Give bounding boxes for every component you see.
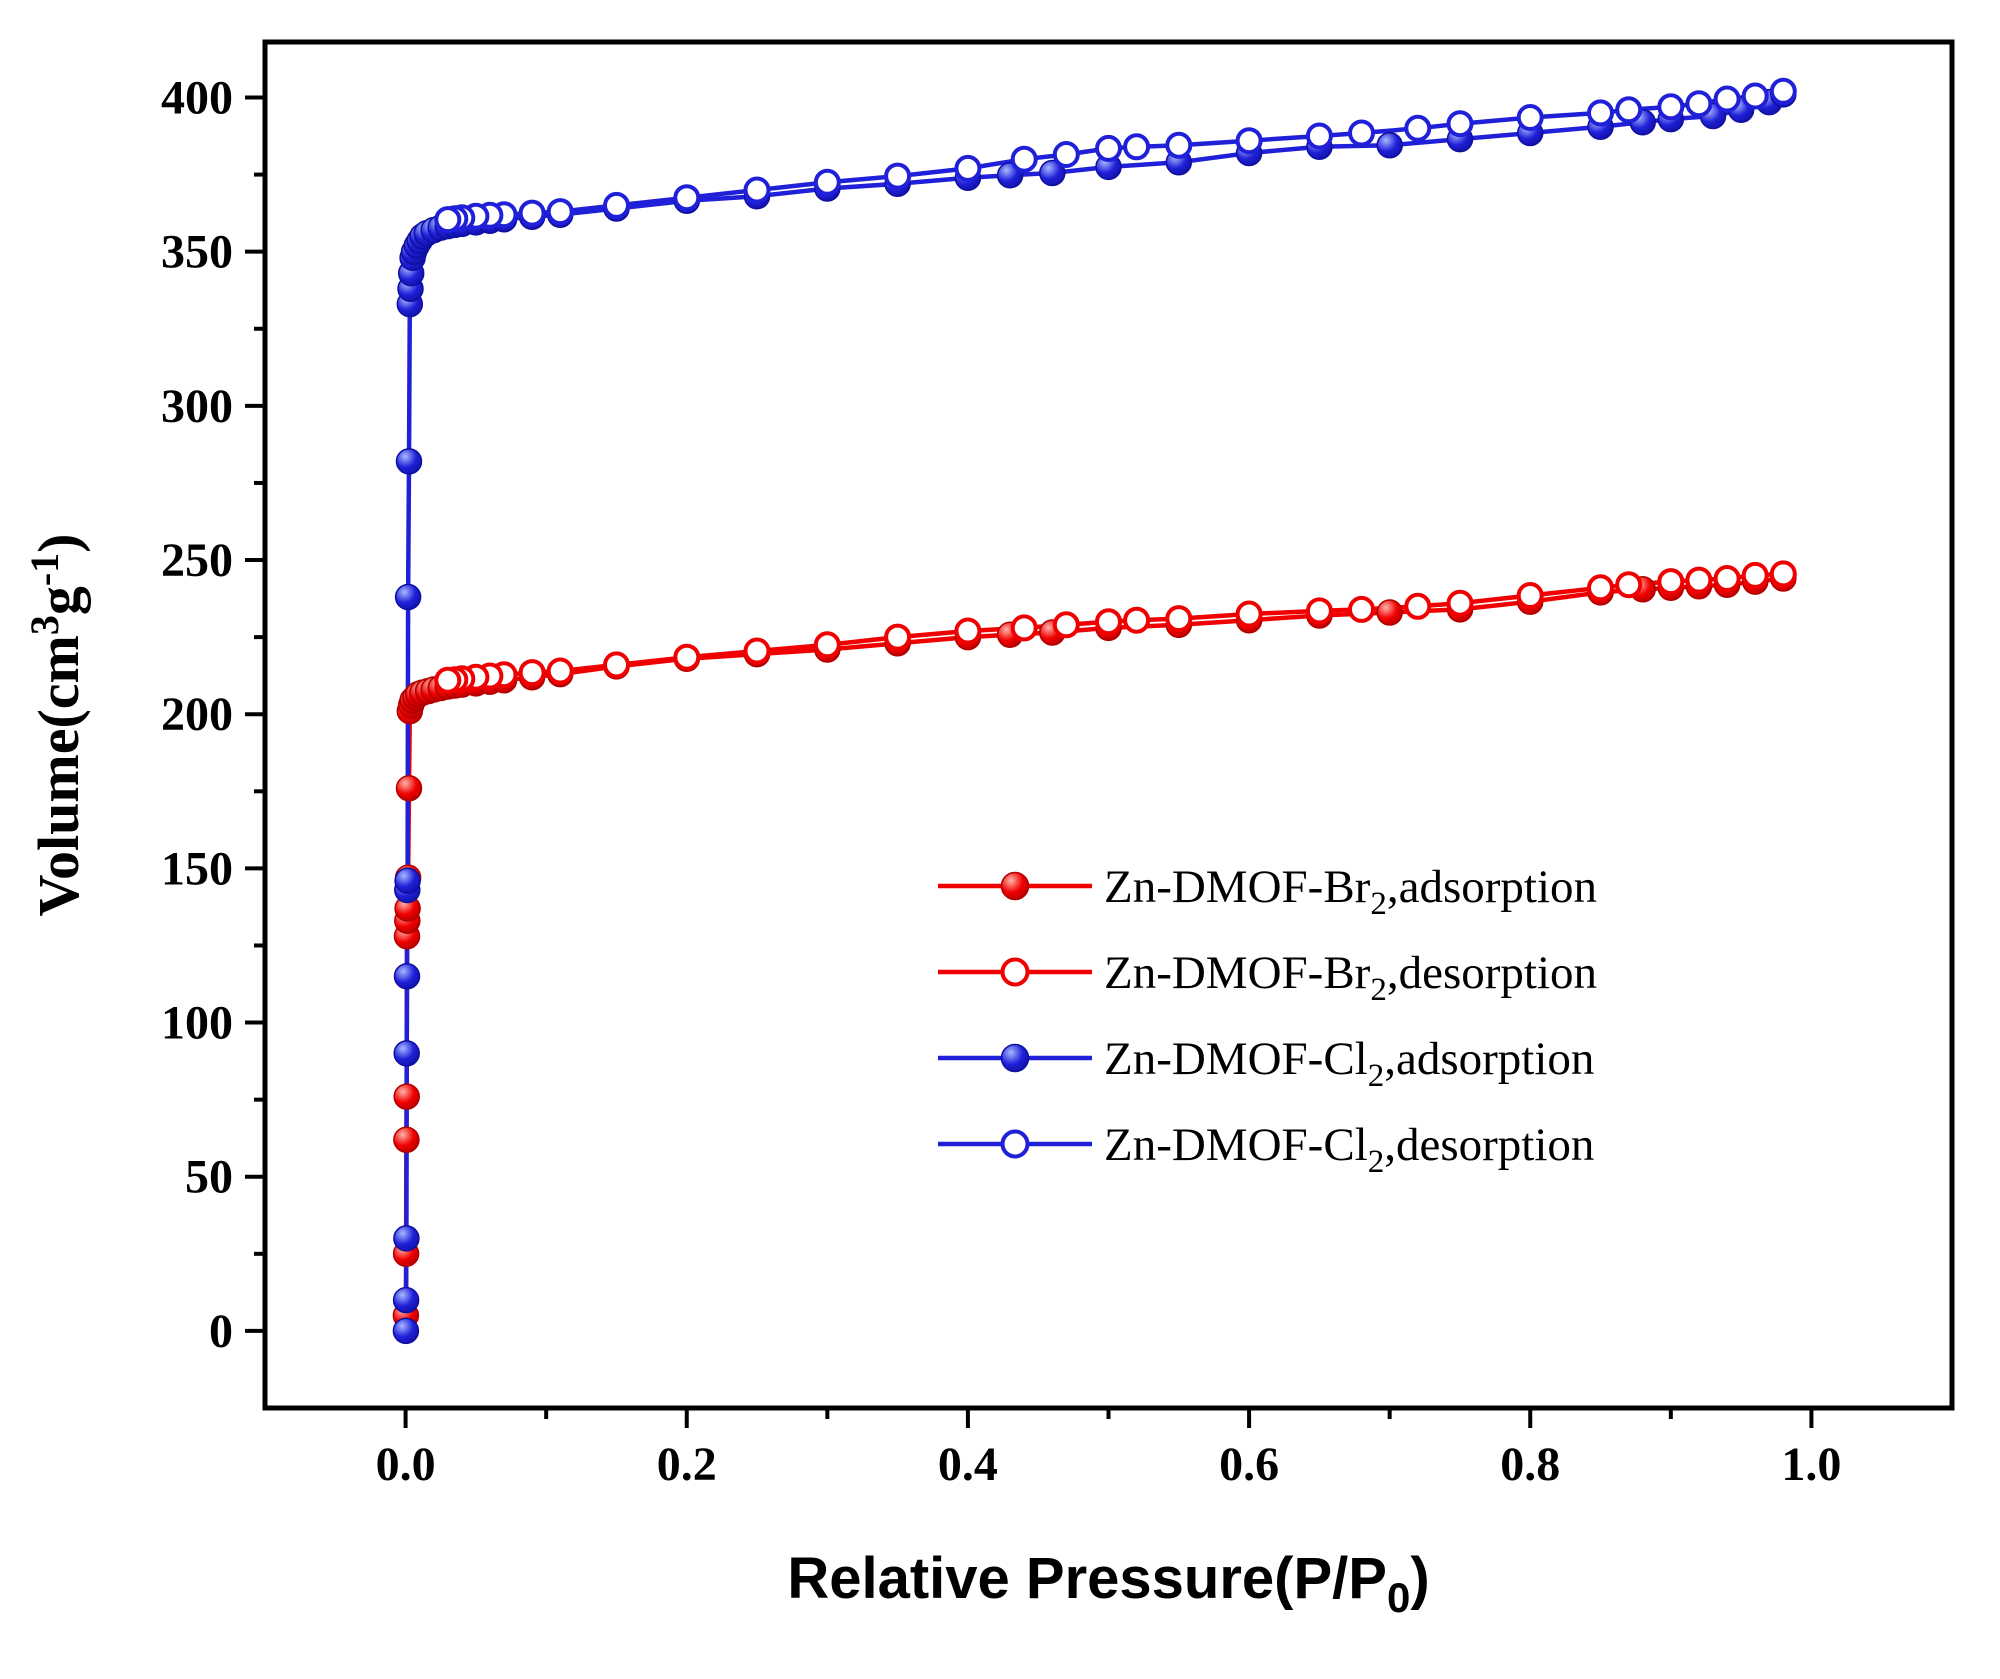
axis-ticks bbox=[245, 95, 1814, 1428]
legend-marker-open bbox=[1000, 957, 1030, 987]
legend-entry-zn-dmof-cl2-adsorption: Zn-DMOF-Cl2,adsorption bbox=[938, 1033, 1594, 1094]
legend-marker-open bbox=[1000, 1129, 1030, 1159]
y-tick-label: 200 bbox=[161, 688, 233, 741]
y-tick-label: 250 bbox=[161, 534, 233, 587]
x-tick-label: 0.2 bbox=[657, 1438, 717, 1491]
plot-axes bbox=[262, 39, 1955, 1411]
y-tick-label: 0 bbox=[209, 1305, 233, 1358]
x-tick-label: 1.0 bbox=[1781, 1438, 1841, 1491]
y-tick-labels: 0 50 100 150 200 250 300 350 400 bbox=[161, 72, 233, 1358]
series-markers-zn-dmof-cl2-desorption bbox=[434, 77, 1797, 234]
y-tick-label: 300 bbox=[161, 380, 233, 433]
y-tick-label: 50 bbox=[185, 1151, 233, 1204]
y-tick-label: 100 bbox=[161, 997, 233, 1050]
x-tick-label: 0.8 bbox=[1500, 1438, 1560, 1491]
legend-label: Zn-DMOF-Br2,desorption bbox=[1104, 947, 1597, 1008]
legend-label: Zn-DMOF-Cl2,adsorption bbox=[1104, 1033, 1594, 1094]
y-axis-title: Volume(cm3g-1) bbox=[22, 533, 91, 916]
legend: Zn-DMOF-Br2,adsorption Zn-DMOF-Br2,desorp… bbox=[938, 861, 1597, 1180]
series-markers-zn-dmof-br2-desorption bbox=[434, 560, 1797, 694]
legend-entry-zn-dmof-br2-desorption: Zn-DMOF-Br2,desorption bbox=[938, 947, 1597, 1008]
legend-entry-zn-dmof-br2-adsorption: Zn-DMOF-Br2,adsorption bbox=[938, 861, 1597, 922]
legend-marker-filled bbox=[1000, 871, 1030, 901]
x-tick-label: 0.4 bbox=[938, 1438, 998, 1491]
legend-label: Zn-DMOF-Br2,adsorption bbox=[1104, 861, 1597, 922]
x-tick-labels: 0.0 0.2 0.4 0.6 0.8 1.0 bbox=[376, 1438, 1842, 1491]
legend-marker-filled bbox=[1000, 1043, 1030, 1073]
legend-entry-zn-dmof-cl2-desorption: Zn-DMOF-Cl2,desorption bbox=[938, 1119, 1594, 1180]
x-axis-title: Relative Pressure(P/P0) bbox=[787, 1546, 1429, 1621]
x-tick-label: 0.6 bbox=[1219, 1438, 1279, 1491]
y-tick-label: 150 bbox=[161, 842, 233, 895]
legend-label: Zn-DMOF-Cl2,desorption bbox=[1104, 1119, 1594, 1180]
y-tick-label: 350 bbox=[161, 226, 233, 279]
x-tick-label: 0.0 bbox=[376, 1438, 436, 1491]
y-tick-label: 400 bbox=[161, 72, 233, 125]
